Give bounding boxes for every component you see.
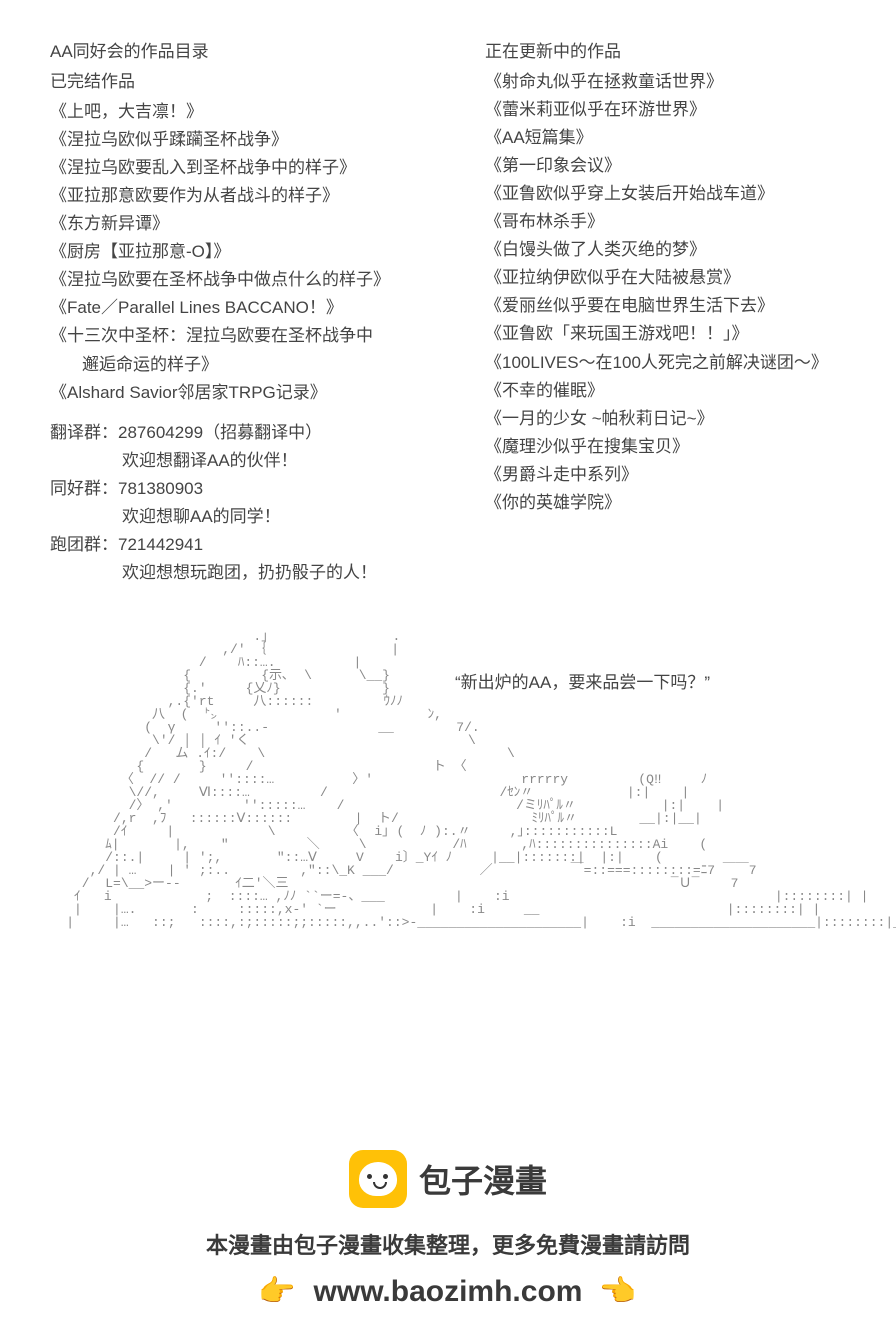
- work-item: 《涅拉乌欧要在圣杯战争中做点什么的样子》: [50, 266, 450, 294]
- baozi-logo-icon: [349, 1150, 407, 1208]
- work-item: 《厨房【亚拉那意-O】》: [50, 238, 450, 266]
- logo-text: 包子漫畫: [419, 1156, 547, 1202]
- footer-desc: 本漫畫由包子漫畫收集整理，更多免費漫畫請訪問: [0, 1228, 896, 1260]
- work-item: 《亚拉那意欧要作为从者战斗的样子》: [50, 182, 450, 210]
- right-column: 正在更新中的作品 《射命丸似乎在拯救童话世界》 《蕾米莉亚似乎在环游世界》 《A…: [485, 38, 845, 587]
- work-item: 《第一印象会议》: [485, 152, 845, 180]
- work-item: 《100LIVES～在100人死完之前解决谜团～》: [485, 349, 845, 377]
- group-fan: 同好群：781380903: [50, 475, 450, 503]
- work-item: 《十三次中圣杯：涅拉乌欧要在圣杯战争中: [50, 322, 450, 350]
- work-item: 《你的英雄学院》: [485, 489, 845, 517]
- work-item: 《魔理沙似乎在搜集宝贝》: [485, 433, 845, 461]
- point-right-icon: 👉: [258, 1274, 295, 1309]
- work-item: 《亚鲁欧似乎穿上女装后开始战车道》: [485, 180, 845, 208]
- completed-header: 已完结作品: [50, 68, 450, 96]
- work-item: 《东方新异谭》: [50, 210, 450, 238]
- ascii-art: .｣ . ,/' ｛ | / ﾊ::…. | { {示､ \ \__} {.′ …: [35, 630, 896, 929]
- updating-header: 正在更新中的作品: [485, 38, 845, 66]
- group-translate-sub: 欢迎想翻译AA的伙伴！: [50, 447, 450, 475]
- work-item: 《上吧，大吉凛！》: [50, 98, 450, 126]
- work-item: 《亚鲁欧「来玩国王游戏吧！！」》: [485, 320, 845, 348]
- group-fan-sub: 欢迎想聊AA的同学！: [50, 503, 450, 531]
- work-item: 《哥布林杀手》: [485, 208, 845, 236]
- group-trpg: 跑团群：721442941: [50, 531, 450, 559]
- work-item: 《Alshard Savior邻居家TRPG记录》: [50, 379, 450, 407]
- point-left-icon: 👉: [600, 1274, 637, 1309]
- group-translate: 翻译群：287604299（招募翻译中）: [50, 419, 450, 447]
- work-item: 《白馒头做了人类灭绝的梦》: [485, 236, 845, 264]
- work-item: 《一月的少女 ~帕秋莉日记~》: [485, 405, 845, 433]
- work-item: 《不幸的催眠》: [485, 377, 845, 405]
- work-item: 《Fate／Parallel Lines BACCANO！》: [50, 294, 450, 322]
- work-item: 《射命丸似乎在拯救童话世界》: [485, 68, 845, 96]
- logo-row: 包子漫畫: [0, 1150, 896, 1208]
- work-item: 《涅拉乌欧要乱入到圣杯战争中的样子》: [50, 154, 450, 182]
- catalog-title: AA同好会的作品目录: [50, 38, 450, 66]
- work-item: 《AA短篇集》: [485, 124, 845, 152]
- url-text[interactable]: www.baozimh.com: [314, 1275, 583, 1309]
- work-item: 《涅拉乌欧似乎蹂躏圣杯战争》: [50, 126, 450, 154]
- footer: 包子漫畫 本漫畫由包子漫畫收集整理，更多免費漫畫請訪問 👉 www.baozim…: [0, 1150, 896, 1309]
- work-item: 《亚拉纳伊欧似乎在大陆被悬赏》: [485, 264, 845, 292]
- url-row: 👉 www.baozimh.com 👉: [0, 1274, 896, 1309]
- left-column: AA同好会的作品目录 已完结作品 《上吧，大吉凛！》 《涅拉乌欧似乎蹂躏圣杯战争…: [50, 38, 450, 587]
- work-item: 《男爵斗走中系列》: [485, 461, 845, 489]
- work-item: 《爱丽丝似乎要在电脑世界生活下去》: [485, 292, 845, 320]
- work-item: 《蕾米莉亚似乎在环游世界》: [485, 96, 845, 124]
- group-trpg-sub: 欢迎想想玩跑团，扔扔骰子的人！: [50, 559, 450, 587]
- work-item-cont: 邂逅命运的样子》: [50, 351, 450, 379]
